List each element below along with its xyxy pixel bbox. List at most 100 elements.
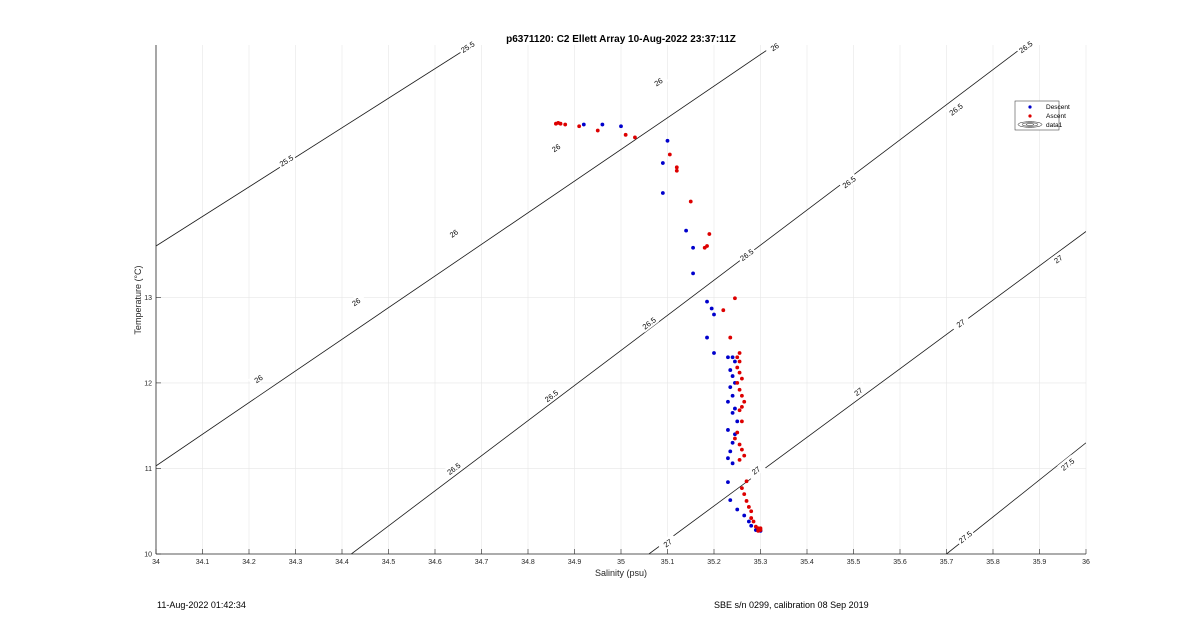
- contour-label-bg: [945, 99, 966, 119]
- legend-data1-label: data1: [1046, 122, 1063, 129]
- contour-label-bg: [647, 72, 669, 91]
- ascent-point: [737, 351, 742, 355]
- contour-label-group: 27: [657, 533, 678, 553]
- ascent-point: [735, 381, 740, 385]
- contour-label-group: 26: [443, 224, 464, 243]
- ascent-point: [740, 404, 744, 409]
- contour-label-bg: [847, 382, 869, 401]
- descent-point: [660, 161, 665, 165]
- x-tick-label: 36: [1082, 559, 1090, 566]
- contour-line-26-5: [351, 45, 1026, 554]
- x-tick-label: 35.7: [940, 559, 954, 566]
- descent-point: [691, 245, 695, 250]
- contour-label-group: 26: [345, 292, 367, 311]
- ascent-point: [758, 526, 763, 531]
- x-tick-label: 34.3: [289, 559, 303, 566]
- contour-label-bg: [1047, 249, 1069, 269]
- ascent-point: [721, 308, 726, 313]
- x-tick-label: 35.8: [986, 559, 1000, 566]
- contour-label-bg: [954, 527, 976, 547]
- data-points: [554, 120, 763, 533]
- contour-label-group: 26: [248, 369, 269, 388]
- x-tick-label: 34.5: [382, 559, 396, 566]
- descent-point: [733, 406, 737, 411]
- descent-point: [730, 374, 735, 378]
- ascent-point: [735, 355, 740, 360]
- descent-point: [728, 449, 733, 454]
- descent-point: [742, 513, 747, 518]
- axes: [155, 45, 1087, 555]
- ascent-point: [702, 245, 707, 250]
- ascent-point: [742, 399, 747, 404]
- ascent-point: [633, 135, 637, 140]
- ascent-point: [749, 516, 754, 520]
- descent-point: [730, 355, 735, 360]
- ascent-point: [737, 408, 742, 413]
- descent-point: [730, 461, 735, 466]
- ascent-point: [735, 365, 740, 370]
- contour-label-bg: [275, 151, 297, 170]
- y-tick-label: 12: [144, 380, 152, 387]
- descent-point: [705, 335, 709, 340]
- descent-point: [726, 355, 730, 360]
- x-tick-label: 35.6: [893, 559, 907, 566]
- ascent-point: [742, 453, 747, 458]
- contour-label-bg: [745, 460, 767, 480]
- tick-labels: 34 34.1 34.2 34.3 34.4 34.5 34.6 34.7 34.8 34.9 35…: [144, 295, 1090, 566]
- descent-point: [600, 122, 605, 127]
- descent-point: [749, 523, 754, 528]
- x-axis-label: Salinity (psu): [595, 568, 647, 578]
- descent-point: [709, 306, 714, 311]
- x-tick-label: 35.4: [800, 559, 814, 566]
- descent-point: [730, 440, 735, 445]
- grid: [155, 45, 1087, 555]
- descent-point: [733, 359, 737, 364]
- contour-label-group: 26: [545, 138, 567, 157]
- ascent-point: [737, 442, 742, 447]
- contour-label-group: 26: [647, 72, 669, 91]
- contour-label-bg: [657, 533, 678, 553]
- x-tick-label: 35.2: [707, 559, 721, 566]
- y-tick-label: 10: [144, 552, 152, 559]
- footer-instrument-info: SBE s/n 0299, calibration 08 Sep 2019: [714, 600, 869, 610]
- descent-point: [726, 456, 730, 461]
- ascent-point: [737, 387, 742, 392]
- x-tick-label: 35.1: [661, 559, 675, 566]
- ascent-point: [728, 335, 733, 340]
- footer-timestamp: 11-Aug-2022 01:42:34: [157, 600, 246, 610]
- descent-point: [746, 519, 751, 524]
- ascent-point: [595, 128, 600, 133]
- contour-label-group: 26: [764, 37, 785, 56]
- ascent-point: [756, 529, 761, 533]
- x-tick-label: 35.5: [847, 559, 861, 566]
- ascent-point: [737, 457, 742, 462]
- descent-point: [726, 428, 730, 432]
- legend-ascent-marker: [1028, 114, 1032, 118]
- descent-point: [684, 228, 688, 233]
- ascent-point: [733, 436, 737, 441]
- contour-line-25-5: [156, 45, 473, 247]
- legend-contour-icon: [1017, 121, 1043, 128]
- x-tick-label: 34.8: [521, 559, 535, 566]
- contour-label-bg: [541, 386, 562, 406]
- contour-line-27: [648, 231, 1086, 554]
- contour-label: 26: [350, 296, 362, 308]
- contour-labels: 25.525.526262626262626.526.526.526.526.5…: [248, 37, 1078, 553]
- ascent-point: [674, 168, 679, 173]
- contour-label-bg: [545, 138, 567, 157]
- ascent-point: [623, 132, 628, 137]
- ascent-point: [735, 430, 740, 435]
- legend-ascent-label: Ascent: [1046, 113, 1066, 120]
- contour-label-bg: [248, 369, 269, 388]
- x-tick-label: 34.7: [475, 559, 489, 566]
- chart-title: p6371120: C2 Ellett Array 10-Aug-2022 23…: [506, 34, 736, 45]
- descent-point: [660, 191, 665, 195]
- x-tick-label: 34.1: [196, 559, 210, 566]
- contour-label: 26: [550, 142, 562, 154]
- contour-label: 26: [769, 41, 781, 53]
- y-axis-label: Temperature (°C): [133, 265, 143, 334]
- ascent-point: [740, 419, 744, 424]
- contour-label-group: 27: [950, 313, 971, 333]
- x-tick-label: 35.9: [1033, 559, 1047, 566]
